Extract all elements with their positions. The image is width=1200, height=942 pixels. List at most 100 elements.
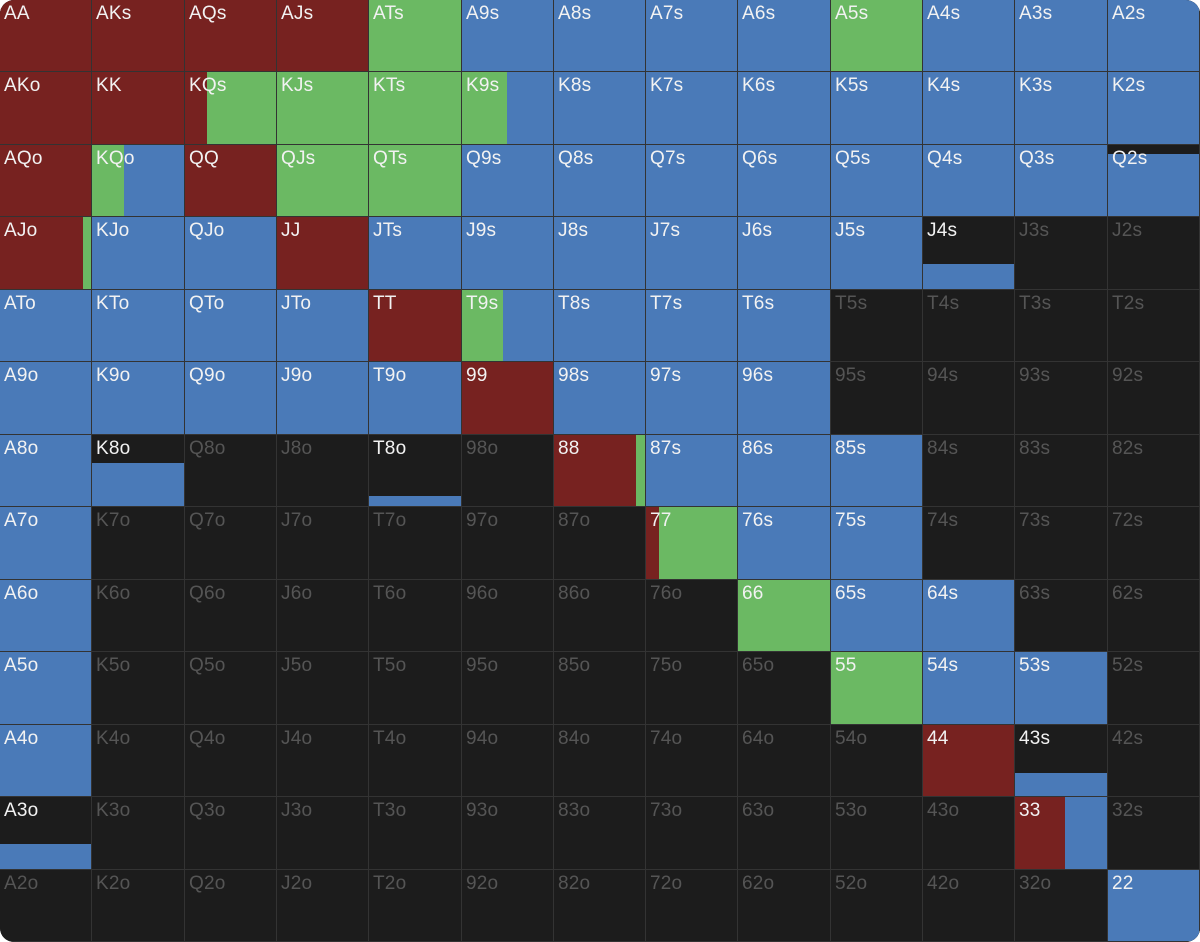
hand-cell-J3s[interactable]: J3s [1015, 217, 1108, 290]
hand-cell-K2s[interactable]: K2s [1108, 72, 1200, 145]
hand-cell-K7o[interactable]: K7o [92, 507, 185, 580]
hand-cell-82o[interactable]: 82o [554, 870, 646, 942]
hand-cell-42o[interactable]: 42o [923, 870, 1015, 942]
hand-cell-72o[interactable]: 72o [646, 870, 738, 942]
hand-cell-Q7o[interactable]: Q7o [185, 507, 277, 580]
hand-cell-75s[interactable]: 75s [831, 507, 923, 580]
hand-cell-86o[interactable]: 86o [554, 580, 646, 652]
hand-cell-Q6o[interactable]: Q6o [185, 580, 277, 652]
hand-cell-Q3o[interactable]: Q3o [185, 797, 277, 870]
hand-cell-J2s[interactable]: J2s [1108, 217, 1200, 290]
hand-cell-53o[interactable]: 53o [831, 797, 923, 870]
hand-cell-Q8o[interactable]: Q8o [185, 435, 277, 507]
hand-cell-54o[interactable]: 54o [831, 725, 923, 797]
hand-cell-AJs[interactable]: AJs [277, 0, 369, 72]
hand-cell-J9o[interactable]: J9o [277, 362, 369, 435]
hand-cell-94s[interactable]: 94s [923, 362, 1015, 435]
hand-cell-T6s[interactable]: T6s [738, 290, 831, 362]
hand-cell-QTs[interactable]: QTs [369, 145, 462, 217]
hand-cell-85s[interactable]: 85s [831, 435, 923, 507]
hand-cell-84s[interactable]: 84s [923, 435, 1015, 507]
hand-cell-A7o[interactable]: A7o [0, 507, 92, 580]
hand-cell-J7o[interactable]: J7o [277, 507, 369, 580]
hand-cell-65s[interactable]: 65s [831, 580, 923, 652]
hand-cell-K4o[interactable]: K4o [92, 725, 185, 797]
hand-cell-T4o[interactable]: T4o [369, 725, 462, 797]
hand-cell-Q5o[interactable]: Q5o [185, 652, 277, 725]
hand-cell-A8o[interactable]: A8o [0, 435, 92, 507]
hand-cell-A2o[interactable]: A2o [0, 870, 92, 942]
hand-cell-KQs[interactable]: KQs [185, 72, 277, 145]
hand-cell-77[interactable]: 77 [646, 507, 738, 580]
hand-cell-A6o[interactable]: A6o [0, 580, 92, 652]
hand-cell-A4o[interactable]: A4o [0, 725, 92, 797]
hand-cell-QJo[interactable]: QJo [185, 217, 277, 290]
hand-cell-J5s[interactable]: J5s [831, 217, 923, 290]
hand-cell-66[interactable]: 66 [738, 580, 831, 652]
hand-cell-88[interactable]: 88 [554, 435, 646, 507]
hand-cell-K4s[interactable]: K4s [923, 72, 1015, 145]
hand-cell-QQ[interactable]: QQ [185, 145, 277, 217]
hand-cell-97s[interactable]: 97s [646, 362, 738, 435]
hand-cell-A9s[interactable]: A9s [462, 0, 554, 72]
hand-cell-33[interactable]: 33 [1015, 797, 1108, 870]
hand-cell-J4s[interactable]: J4s [923, 217, 1015, 290]
hand-cell-JJ[interactable]: JJ [277, 217, 369, 290]
hand-cell-A4s[interactable]: A4s [923, 0, 1015, 72]
hand-cell-Q9s[interactable]: Q9s [462, 145, 554, 217]
hand-cell-K7s[interactable]: K7s [646, 72, 738, 145]
hand-cell-63o[interactable]: 63o [738, 797, 831, 870]
hand-cell-43o[interactable]: 43o [923, 797, 1015, 870]
hand-cell-T7s[interactable]: T7s [646, 290, 738, 362]
hand-cell-A9o[interactable]: A9o [0, 362, 92, 435]
hand-cell-87o[interactable]: 87o [554, 507, 646, 580]
hand-cell-97o[interactable]: 97o [462, 507, 554, 580]
hand-cell-JTo[interactable]: JTo [277, 290, 369, 362]
hand-cell-44[interactable]: 44 [923, 725, 1015, 797]
hand-cell-K3s[interactable]: K3s [1015, 72, 1108, 145]
hand-cell-TT[interactable]: TT [369, 290, 462, 362]
hand-cell-95o[interactable]: 95o [462, 652, 554, 725]
hand-cell-55[interactable]: 55 [831, 652, 923, 725]
hand-cell-76o[interactable]: 76o [646, 580, 738, 652]
hand-cell-J9s[interactable]: J9s [462, 217, 554, 290]
hand-cell-J5o[interactable]: J5o [277, 652, 369, 725]
hand-cell-T9o[interactable]: T9o [369, 362, 462, 435]
hand-cell-KTs[interactable]: KTs [369, 72, 462, 145]
hand-cell-KK[interactable]: KK [92, 72, 185, 145]
hand-cell-ATs[interactable]: ATs [369, 0, 462, 72]
hand-cell-99[interactable]: 99 [462, 362, 554, 435]
hand-cell-A8s[interactable]: A8s [554, 0, 646, 72]
hand-cell-92s[interactable]: 92s [1108, 362, 1200, 435]
hand-cell-J3o[interactable]: J3o [277, 797, 369, 870]
hand-cell-A3s[interactable]: A3s [1015, 0, 1108, 72]
hand-cell-AJo[interactable]: AJo [0, 217, 92, 290]
hand-cell-J2o[interactable]: J2o [277, 870, 369, 942]
hand-cell-32o[interactable]: 32o [1015, 870, 1108, 942]
hand-cell-T5o[interactable]: T5o [369, 652, 462, 725]
hand-cell-86s[interactable]: 86s [738, 435, 831, 507]
hand-cell-Q2o[interactable]: Q2o [185, 870, 277, 942]
hand-cell-Q5s[interactable]: Q5s [831, 145, 923, 217]
hand-cell-A5s[interactable]: A5s [831, 0, 923, 72]
hand-cell-K5s[interactable]: K5s [831, 72, 923, 145]
hand-cell-93s[interactable]: 93s [1015, 362, 1108, 435]
hand-cell-93o[interactable]: 93o [462, 797, 554, 870]
hand-cell-98s[interactable]: 98s [554, 362, 646, 435]
hand-cell-AQo[interactable]: AQo [0, 145, 92, 217]
hand-cell-QTo[interactable]: QTo [185, 290, 277, 362]
hand-cell-AKo[interactable]: AKo [0, 72, 92, 145]
hand-cell-Q3s[interactable]: Q3s [1015, 145, 1108, 217]
hand-cell-32s[interactable]: 32s [1108, 797, 1200, 870]
hand-cell-62s[interactable]: 62s [1108, 580, 1200, 652]
hand-cell-T2s[interactable]: T2s [1108, 290, 1200, 362]
hand-cell-A2s[interactable]: A2s [1108, 0, 1200, 72]
hand-cell-T7o[interactable]: T7o [369, 507, 462, 580]
hand-cell-52s[interactable]: 52s [1108, 652, 1200, 725]
hand-cell-Q4s[interactable]: Q4s [923, 145, 1015, 217]
hand-cell-K8s[interactable]: K8s [554, 72, 646, 145]
hand-cell-Q9o[interactable]: Q9o [185, 362, 277, 435]
hand-cell-K5o[interactable]: K5o [92, 652, 185, 725]
hand-cell-J6o[interactable]: J6o [277, 580, 369, 652]
hand-cell-64s[interactable]: 64s [923, 580, 1015, 652]
